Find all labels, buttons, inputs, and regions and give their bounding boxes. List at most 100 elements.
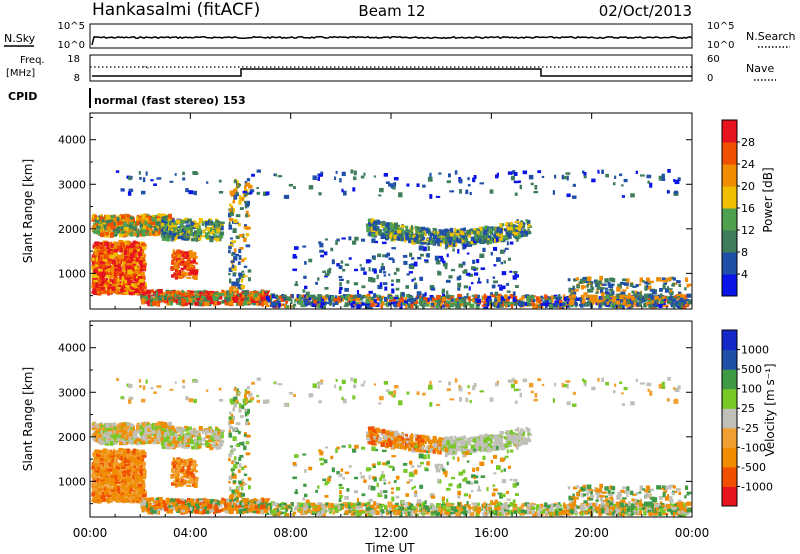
power-cell [633, 302, 637, 305]
power-cell [510, 303, 514, 309]
power-cell [513, 302, 518, 307]
power-cell [581, 298, 586, 304]
power-cell [110, 226, 115, 230]
power-cell [233, 219, 237, 223]
power-cell [112, 270, 117, 274]
power-cell [126, 227, 129, 232]
power-cell [468, 297, 471, 302]
power-cell [276, 300, 279, 305]
freq-label-line2: [MHz] [6, 68, 35, 79]
power-cell [117, 215, 123, 219]
power-cell [619, 173, 623, 177]
power-cell [463, 285, 468, 289]
power-cell [153, 298, 157, 301]
power-cell [141, 252, 144, 258]
power-cell [330, 247, 334, 252]
freq-left-tick-bottom: 8 [74, 73, 80, 84]
power-cell [599, 275, 603, 281]
power-cell [378, 194, 382, 197]
power-cell [569, 301, 575, 306]
power-cell [433, 235, 438, 240]
power-cell [622, 278, 627, 282]
power-cell [320, 254, 324, 258]
power-cell [132, 243, 136, 247]
power-cell [454, 298, 457, 302]
power-cell [231, 281, 235, 286]
power-cell [160, 235, 164, 238]
power-cell [341, 188, 344, 193]
power-cell [626, 286, 629, 289]
power-cell [102, 270, 105, 274]
power-cell [461, 235, 466, 239]
power-cell [555, 302, 559, 308]
power-cell [235, 191, 239, 195]
power-cell [496, 227, 500, 232]
power-cell [280, 298, 284, 302]
power-cell [141, 232, 146, 237]
power-cell [128, 229, 131, 233]
power-cell [420, 226, 426, 231]
power-cell [107, 264, 112, 269]
power-cell [586, 283, 589, 288]
power-cell [231, 267, 235, 271]
power-cell [673, 179, 676, 182]
power-cell [501, 285, 506, 290]
power-cell [141, 250, 144, 254]
power-cell [457, 240, 462, 243]
power-cell [152, 215, 155, 218]
power-cell [344, 302, 349, 307]
power-cell [137, 247, 140, 252]
power-cell [241, 270, 245, 273]
power-cell [137, 251, 143, 257]
power-cell [506, 282, 510, 286]
power-cell [115, 273, 120, 276]
power-cell [393, 182, 397, 187]
power-cell [115, 255, 118, 259]
power-cell [422, 237, 425, 241]
power-cell [318, 241, 322, 245]
power-cell [434, 255, 439, 261]
power-cell [419, 276, 424, 281]
power-cell [135, 230, 140, 234]
power-cell [190, 271, 195, 275]
power-cell [132, 265, 136, 271]
power-cell [130, 283, 136, 287]
power-cell [129, 264, 134, 268]
power-cell [607, 281, 611, 286]
power-cell [481, 239, 484, 243]
power-cell [112, 260, 116, 265]
power-cell [535, 296, 540, 301]
power-cell [134, 258, 137, 264]
power-cell [168, 297, 173, 300]
power-cell [135, 252, 140, 255]
power-cell [130, 275, 135, 279]
power-cell [427, 246, 430, 251]
power-cell [244, 290, 249, 295]
power-cell [376, 274, 379, 280]
power-cell [116, 244, 119, 249]
power-cell [104, 270, 109, 276]
power-cell [130, 280, 133, 286]
power-cell [420, 242, 425, 245]
power-cell [243, 265, 248, 268]
power-cell [496, 257, 501, 262]
power-cell [628, 303, 632, 307]
power-cell [127, 251, 131, 255]
power-cell [604, 302, 607, 307]
power-cell [490, 292, 493, 295]
power-cell [170, 217, 175, 221]
power-cell [446, 304, 450, 308]
power-cell [146, 215, 151, 218]
power-cell [144, 220, 148, 225]
power-cell [616, 286, 621, 292]
power-cell [646, 174, 652, 179]
power-cell [236, 291, 239, 294]
power-cell [157, 230, 163, 234]
power-cell [133, 221, 139, 225]
power-cell [232, 264, 235, 269]
power-cell [463, 227, 466, 232]
power-cell [338, 275, 343, 279]
power-cell [583, 175, 587, 179]
power-cell [117, 269, 122, 272]
power-cell [346, 280, 350, 284]
